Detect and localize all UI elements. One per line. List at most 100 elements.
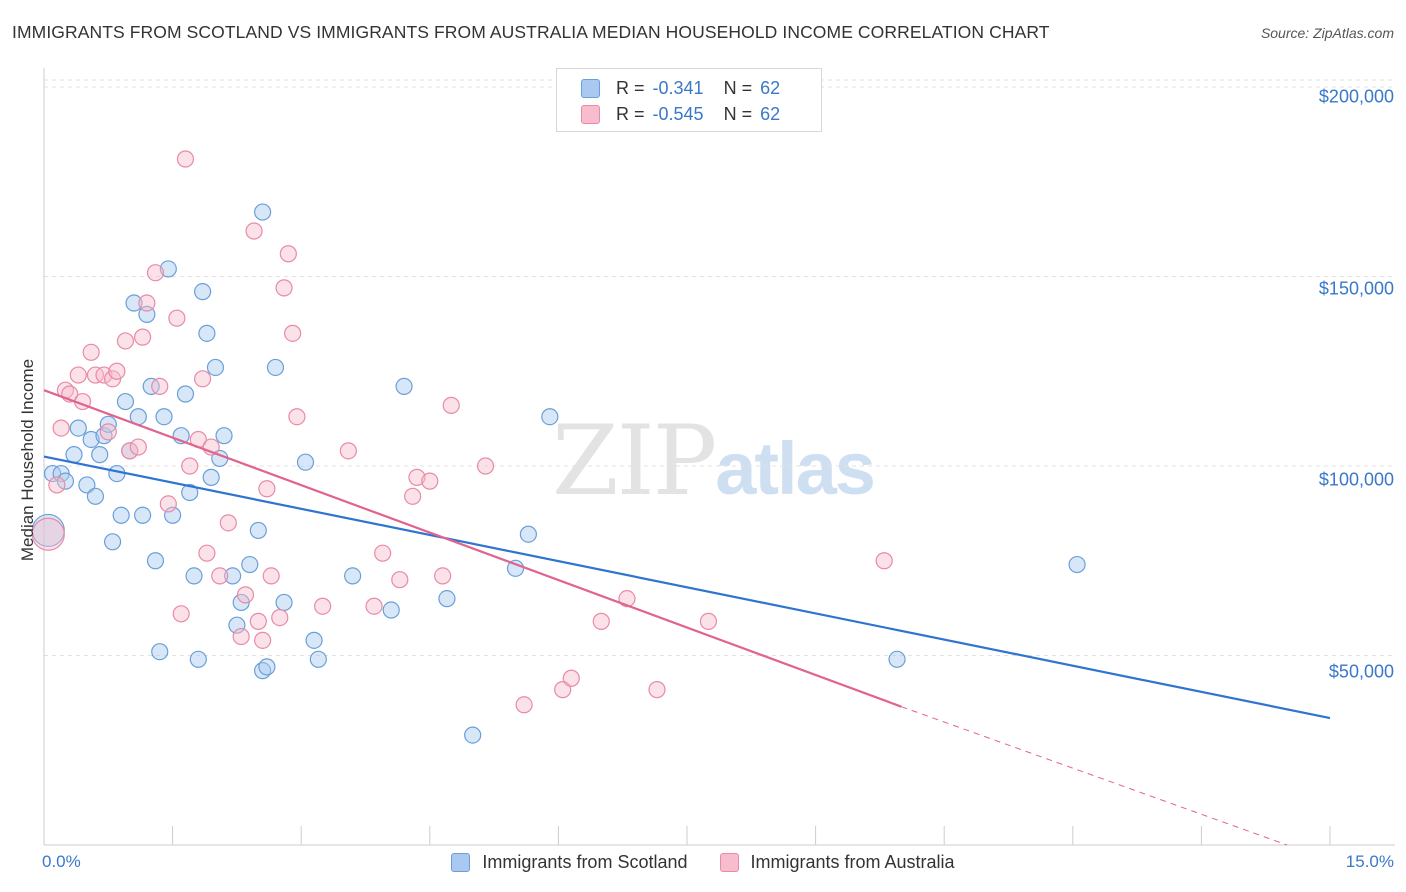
legend-item-australia[interactable]: Immigrants from Australia bbox=[719, 852, 955, 873]
point-scotland bbox=[266, 358, 285, 377]
point-australia bbox=[48, 476, 66, 494]
point-scotland bbox=[275, 593, 293, 612]
point-australia bbox=[176, 150, 195, 168]
point-australia bbox=[314, 597, 332, 615]
point-australia bbox=[365, 597, 383, 615]
point-scotland bbox=[91, 446, 109, 464]
point-australia bbox=[249, 612, 267, 630]
point-australia bbox=[421, 472, 439, 490]
point-australia bbox=[254, 631, 272, 649]
point-australia bbox=[245, 222, 263, 240]
legend-n-label: N = bbox=[723, 103, 753, 124]
legend-r-value: -0.545 bbox=[652, 103, 704, 124]
point-australia bbox=[271, 608, 289, 627]
watermark: ZIPatlas bbox=[552, 405, 876, 517]
point-australia bbox=[408, 468, 426, 486]
point-australia bbox=[232, 627, 250, 646]
legend-item-scotland[interactable]: Immigrants from Scotland bbox=[451, 852, 688, 873]
watermark-atlas: atlas bbox=[715, 427, 876, 510]
point-australia bbox=[476, 457, 495, 475]
legend-r-value: -0.341 bbox=[652, 77, 704, 98]
point-scotland bbox=[464, 726, 482, 744]
point-australia bbox=[108, 362, 126, 380]
point-australia bbox=[562, 669, 580, 687]
point-australia bbox=[391, 571, 409, 589]
point-scotland bbox=[133, 506, 152, 524]
point-australia bbox=[69, 366, 87, 384]
point-australia bbox=[95, 366, 113, 384]
point-australia bbox=[699, 612, 718, 630]
point-australia bbox=[592, 612, 610, 630]
point-australia bbox=[279, 245, 297, 263]
point-scotland bbox=[116, 392, 135, 411]
point-scotland bbox=[382, 601, 400, 619]
point-australia bbox=[138, 294, 156, 312]
point-scotland bbox=[69, 419, 87, 437]
source-label: Source: ZipAtlas.com bbox=[1260, 25, 1394, 41]
point-scotland bbox=[258, 658, 276, 676]
y-tick-label: $200,000 bbox=[1318, 86, 1394, 107]
point-australia bbox=[648, 681, 666, 699]
point-australia bbox=[236, 586, 255, 604]
point-australia bbox=[258, 480, 276, 498]
point-scotland bbox=[395, 377, 413, 396]
point-scotland bbox=[305, 631, 323, 649]
point-australia bbox=[151, 377, 169, 396]
point-australia bbox=[875, 552, 893, 570]
point-scotland bbox=[155, 408, 173, 426]
point-scotland bbox=[86, 487, 105, 505]
point-australia bbox=[211, 567, 229, 585]
legend-swatch-scotland bbox=[581, 78, 600, 98]
series-legend: Immigrants from Scotland Immigrants from… bbox=[0, 852, 1406, 873]
legend-n-label: N = bbox=[723, 77, 753, 98]
point-scotland bbox=[189, 650, 207, 668]
point-australia bbox=[52, 419, 70, 437]
legend-swatch-scotland bbox=[451, 853, 471, 872]
point-australia bbox=[404, 487, 422, 505]
point-scotland bbox=[202, 468, 220, 486]
point-scotland bbox=[296, 453, 315, 471]
point-scotland bbox=[185, 567, 203, 585]
legend-r-label: R = bbox=[616, 103, 645, 124]
trendline-scotland bbox=[43, 455, 1331, 720]
point-scotland bbox=[241, 555, 259, 574]
point-scotland bbox=[181, 483, 199, 502]
point-scotland bbox=[159, 260, 177, 278]
point-australia bbox=[618, 590, 636, 608]
point-australia bbox=[288, 408, 306, 426]
point-australia bbox=[129, 438, 147, 456]
point-scotland bbox=[151, 643, 169, 661]
x-tick-label-min: 0.0% bbox=[42, 852, 81, 871]
legend-n-value: 62 bbox=[760, 103, 781, 124]
correlation-legend: R = -0.341 N = 62 R = -0.545 N = 62 bbox=[556, 68, 822, 132]
trendline-australia-extension bbox=[901, 706, 1288, 846]
point-australia bbox=[168, 309, 186, 327]
legend-swatch-australia bbox=[581, 104, 600, 124]
point-scotland bbox=[541, 408, 559, 426]
point-australia bbox=[159, 495, 177, 513]
x-tick-label-max: 15.0% bbox=[1345, 852, 1394, 871]
point-australia bbox=[442, 396, 460, 414]
point-scotland bbox=[228, 616, 246, 634]
point-scotland bbox=[112, 506, 130, 524]
point-australia bbox=[434, 567, 452, 585]
point-scotland bbox=[1068, 555, 1086, 574]
y-tick-label: $50,000 bbox=[1328, 661, 1394, 682]
point-australia bbox=[554, 681, 572, 699]
legend-n-value: 62 bbox=[760, 77, 781, 98]
point-scotland bbox=[82, 430, 100, 449]
legend-row-scotland: R = -0.341 N = 62 bbox=[581, 77, 800, 99]
point-australia bbox=[121, 442, 139, 460]
point-scotland bbox=[438, 590, 456, 608]
point-scotland bbox=[344, 567, 362, 585]
y-tick-label: $100,000 bbox=[1318, 469, 1394, 490]
watermark-zip: ZIP bbox=[552, 405, 717, 517]
point-australia bbox=[275, 279, 293, 297]
point-australia bbox=[133, 328, 152, 346]
legend-label-scotland: Immigrants from Scotland bbox=[482, 852, 688, 872]
point-scotland bbox=[146, 552, 165, 570]
point-australia bbox=[374, 544, 392, 562]
point-scotland bbox=[65, 446, 83, 464]
point-scotland bbox=[164, 506, 182, 524]
